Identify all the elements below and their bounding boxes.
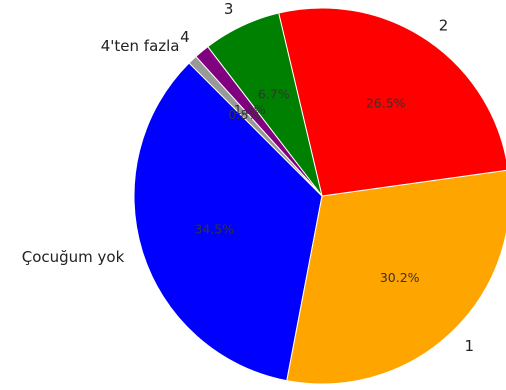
pie-slice-2	[278, 7, 506, 197]
pie-percent-label: 0.8%	[228, 107, 260, 122]
pie-category-labels: Çocuğum yok 1 2 3 44'ten fazla	[22, 0, 474, 355]
pie-slice-1	[286, 169, 506, 385]
pie-category-label: 2	[439, 16, 449, 34]
pie-slices	[133, 7, 506, 385]
pie-percent-labels: 34.5% 30.2% 26.5% 6.7%1.3%0.8%	[194, 87, 419, 286]
pie-slice-4-ten-fazla	[188, 56, 323, 197]
pie-percent-label: 6.7%	[258, 87, 290, 102]
pie-category-label: 3	[224, 0, 234, 18]
pie-percent-label: 26.5%	[366, 95, 406, 110]
pie-category-label: 4	[180, 28, 190, 46]
pie-category-label: Çocuğum yok	[22, 248, 125, 266]
pie-percent-label: 1.3%	[234, 102, 266, 117]
pie-category-label: 1	[465, 337, 475, 355]
pie-category-label: 4'ten fazla	[101, 37, 180, 55]
pie-percent-label: 30.2%	[380, 270, 420, 285]
pie-percent-label: 34.5%	[194, 222, 234, 237]
pie-slice-cocugum-yok	[133, 62, 323, 382]
